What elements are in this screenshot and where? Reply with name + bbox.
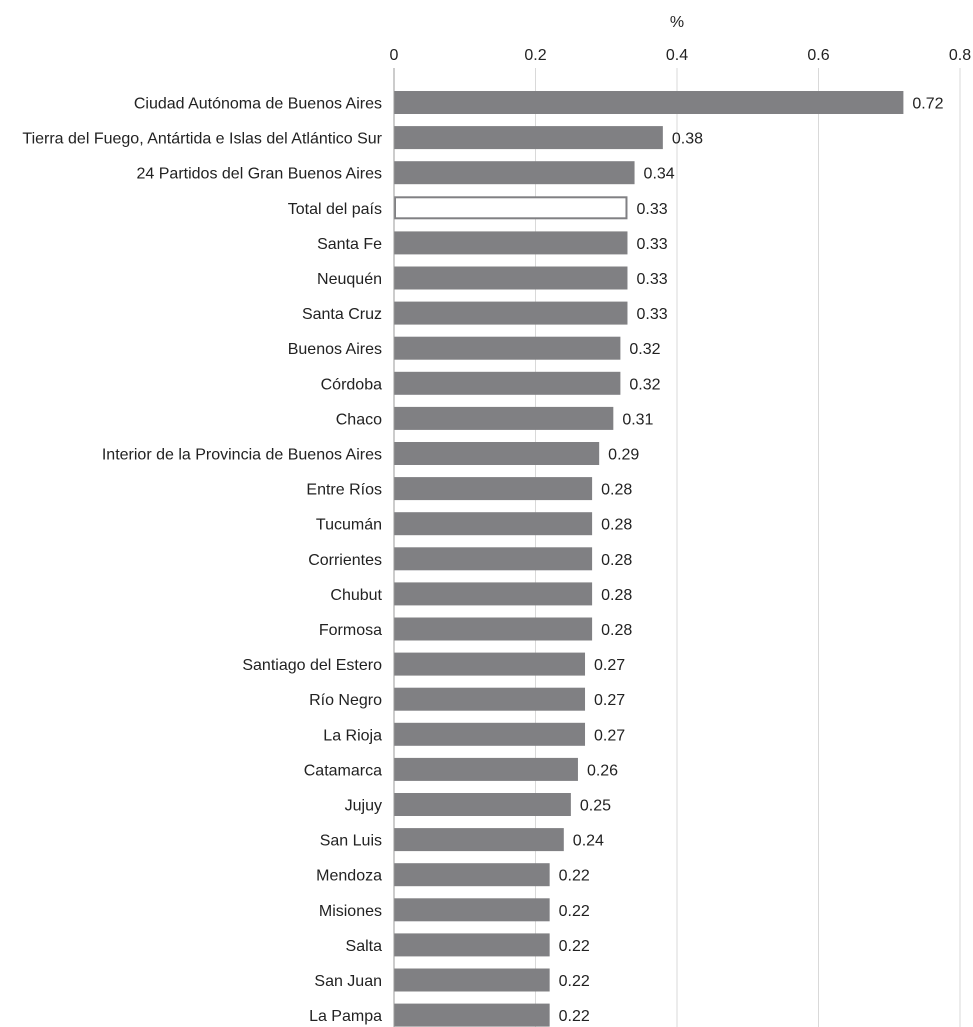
category-label: Entre Ríos	[306, 482, 382, 499]
category-label: Neuquén	[317, 271, 382, 288]
bar	[394, 231, 628, 255]
bar	[394, 547, 593, 571]
bar	[394, 161, 635, 185]
value-label: 0.28	[601, 587, 632, 604]
bar	[394, 687, 586, 711]
bar	[394, 968, 550, 992]
bar	[394, 722, 586, 746]
value-label: 0.22	[559, 1008, 590, 1025]
category-label: Misiones	[319, 903, 382, 920]
value-label: 0.28	[601, 482, 632, 499]
value-label: 0.28	[601, 552, 632, 569]
x-axis-ticks: 0 0.2 0.4 0.6 0.8	[390, 47, 972, 64]
value-label: 0.25	[580, 798, 611, 815]
category-label: Interior de la Provincia de Buenos Aires	[102, 447, 382, 464]
bar	[394, 406, 614, 430]
x-tick-label: 0.4	[666, 47, 688, 64]
category-label: La Rioja	[323, 727, 382, 744]
value-label: 0.28	[601, 517, 632, 534]
category-label: San Luis	[320, 833, 382, 850]
category-label: Santiago del Estero	[242, 657, 382, 674]
bar	[394, 266, 628, 290]
value-label: 0.22	[559, 868, 590, 885]
value-label: 0.24	[573, 833, 604, 850]
value-label: 0.26	[587, 762, 618, 779]
value-label: 0.33	[636, 236, 667, 253]
value-label: 0.32	[629, 376, 660, 393]
bar	[394, 1003, 550, 1027]
bar-total	[394, 196, 628, 220]
bar	[394, 793, 571, 816]
category-label: Santa Cruz	[302, 306, 382, 323]
category-label: Córdoba	[321, 376, 382, 393]
category-label: Chubut	[330, 587, 382, 604]
bar	[394, 91, 904, 114]
value-label: 0.27	[594, 727, 625, 744]
bar	[394, 477, 593, 501]
value-label: 0.33	[636, 201, 667, 218]
category-label: Chaco	[336, 411, 382, 428]
bar	[394, 126, 663, 150]
category-label: Santa Fe	[317, 236, 382, 253]
category-label: 24 Partidos del Gran Buenos Aires	[137, 166, 382, 183]
category-label: Tucumán	[316, 517, 382, 534]
category-labels: Ciudad Autónoma de Buenos Aires Tierra de…	[22, 96, 382, 1026]
value-label: 0.22	[559, 903, 590, 920]
bar	[394, 898, 550, 922]
category-label: Tierra del Fuego, Antártida e Islas del …	[22, 131, 382, 148]
x-tick-label: 0.6	[807, 47, 829, 64]
category-label: Formosa	[319, 622, 382, 639]
value-label: 0.28	[601, 622, 632, 639]
value-label: 0.34	[644, 166, 675, 183]
category-label: San Juan	[314, 973, 382, 990]
value-label: 0.31	[622, 411, 653, 428]
value-label: 0.29	[608, 447, 639, 464]
value-label: 0.32	[629, 341, 660, 358]
x-tick-label: 0.8	[949, 47, 971, 64]
category-label: Salta	[346, 938, 383, 955]
bar	[394, 371, 621, 395]
category-label: Total del país	[288, 201, 382, 218]
x-tick-label: 0	[390, 47, 399, 64]
value-label: 0.27	[594, 657, 625, 674]
bar	[394, 336, 621, 360]
category-label: Catamarca	[304, 762, 382, 779]
value-label: 0.33	[636, 271, 667, 288]
value-label: 0.38	[672, 131, 703, 148]
value-label: 0.72	[912, 96, 943, 113]
bar	[394, 828, 564, 852]
value-label: 0.27	[594, 692, 625, 709]
value-label: 0.22	[559, 973, 590, 990]
bar	[394, 652, 586, 676]
category-label: Corrientes	[308, 552, 382, 569]
bar	[394, 301, 628, 325]
bar	[394, 863, 550, 887]
category-label: Jujuy	[345, 798, 382, 815]
category-label: Buenos Aires	[288, 341, 382, 358]
category-label: Ciudad Autónoma de Buenos Aires	[134, 96, 382, 113]
bar	[394, 442, 600, 465]
x-axis-title: %	[670, 14, 684, 31]
value-label: 0.33	[636, 306, 667, 323]
value-labels: 0.72 0.38 0.34 0.33 0.33 0.33 0.33 0.32 0.32 0.31…	[559, 96, 944, 1026]
x-tick-label: 0.2	[524, 47, 546, 64]
category-label: Mendoza	[316, 868, 382, 885]
bar	[394, 582, 593, 606]
bar	[394, 933, 550, 957]
bar	[394, 512, 593, 536]
bar	[394, 617, 593, 641]
value-label: 0.22	[559, 938, 590, 955]
bar	[394, 757, 578, 781]
category-label: La Pampa	[309, 1008, 382, 1025]
category-label: Río Negro	[309, 692, 382, 709]
bars	[394, 91, 904, 1027]
